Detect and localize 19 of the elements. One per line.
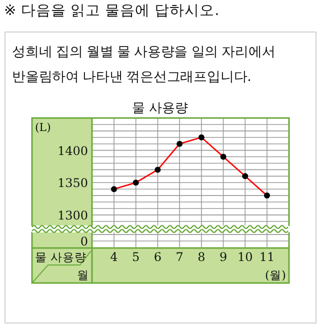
y-tick-label: 1400 [57,144,88,158]
x-tick-label: 7 [176,250,184,264]
x-tick-label: 6 [154,250,162,264]
text: 성희네 집의 월별 물 사용량을 일의 자리에서 반올림하여 나타낸 꺾은선그래프입니다. [12,43,276,87]
x-tick-label: 10 [238,250,253,264]
x-tick-label: 4 [110,250,118,264]
x-tick-label: 9 [219,250,228,264]
y-tick-label: 1300 [57,208,88,222]
text: ※ 다음을 읽고 물음에 답하시오. [4,3,220,19]
text: 월 [77,268,89,282]
text: 0 [80,234,88,248]
y-axis-title: (L) [35,121,51,134]
x-tick-label: 8 [198,250,206,264]
y-tick-label: 1350 [57,176,88,190]
chart-title: 물 사용량 [132,101,188,116]
x-axis-title: (월) [265,268,286,282]
x-tick-label: 5 [132,250,140,264]
x-tick-label: 11 [259,250,275,264]
text: 물 사용량 [35,250,87,264]
